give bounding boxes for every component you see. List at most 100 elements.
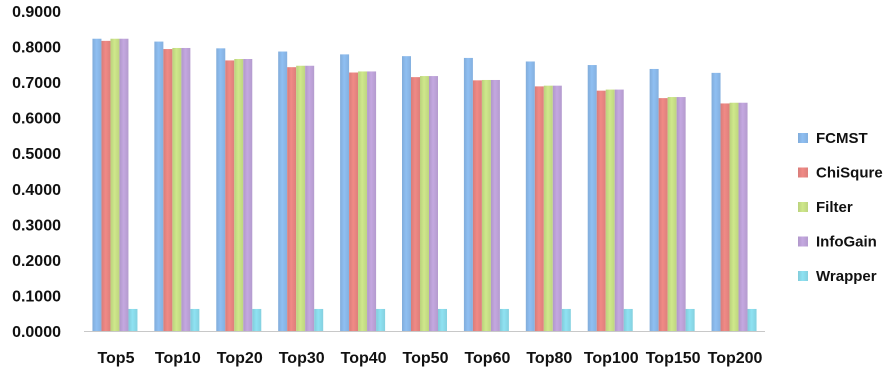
x-axis: Top5 Top10 Top20 Top30 Top40 Top50 Top60 Top80 T…	[97, 350, 762, 367]
bar-infogain	[429, 76, 438, 331]
bar-infogain	[676, 97, 686, 332]
y-tick-label: 0.9000	[12, 4, 61, 21]
bar-filter	[358, 71, 368, 331]
legend-label: ChiSqure	[816, 165, 883, 182]
bar-infogain	[243, 59, 253, 331]
bar-group	[525, 61, 571, 332]
legend-swatch	[798, 271, 808, 281]
y-tick-label: 0.2000	[12, 253, 61, 270]
bar-wrapper	[747, 308, 757, 331]
bar-infogain	[490, 79, 500, 331]
bars	[92, 38, 757, 332]
bar-group	[649, 68, 695, 332]
bar-infogain	[367, 71, 377, 331]
bar-chisqure	[472, 80, 482, 331]
x-tick-label: Top5	[97, 350, 134, 367]
legend-label: Wrapper	[816, 268, 877, 285]
bar-wrapper	[685, 308, 695, 331]
bar-chisqure	[534, 86, 544, 331]
x-tick-label: Top200	[708, 350, 763, 367]
bar-filter	[234, 59, 244, 331]
bar-group	[587, 65, 633, 332]
bar-chisqure	[411, 77, 420, 331]
bar-group	[402, 56, 447, 332]
bar-chisqure	[287, 67, 297, 331]
bar-chisqure	[720, 103, 730, 331]
bar-filter	[481, 79, 491, 331]
bar-chisqure	[596, 90, 606, 332]
bar-filter	[605, 89, 615, 331]
bar-filter	[543, 85, 553, 332]
bar-group	[463, 57, 509, 331]
y-tick-label: 0.0000	[12, 324, 61, 341]
y-tick-label: 0.1000	[12, 288, 61, 305]
x-tick-label: Top50	[403, 350, 449, 367]
bar-infogain	[738, 102, 748, 331]
bar-wrapper	[314, 308, 324, 331]
x-tick-label: Top10	[155, 350, 201, 367]
y-tick-label: 0.3000	[12, 217, 61, 234]
bar-fcmst	[402, 56, 411, 332]
bar-group	[154, 41, 200, 332]
bar-filter	[420, 76, 429, 331]
bar-wrapper	[438, 308, 447, 331]
x-tick-label: Top150	[646, 350, 701, 367]
legend-item: InfoGain	[798, 234, 877, 251]
bar-filter	[667, 97, 677, 332]
legend: FCMST ChiSqure Filter InfoGain Wrapper	[798, 130, 883, 285]
bar-wrapper	[252, 308, 262, 331]
x-tick-label: Top60	[464, 350, 510, 367]
bar-chisqure	[163, 49, 173, 332]
legend-item: FCMST	[798, 130, 868, 147]
y-tick-label: 0.6000	[12, 111, 61, 128]
bar-infogain	[552, 85, 562, 332]
y-tick-label: 0.8000	[12, 40, 61, 57]
bar-chisqure	[658, 98, 668, 331]
bar-wrapper	[499, 308, 509, 331]
bar-wrapper	[561, 308, 571, 331]
bar-fcmst	[649, 68, 659, 331]
bar-chisqure	[101, 40, 111, 331]
bar-filter	[296, 65, 306, 331]
legend-item: Wrapper	[798, 268, 877, 285]
bar-chisqure	[225, 60, 235, 332]
bar-wrapper	[376, 308, 386, 331]
bar-group	[340, 54, 386, 331]
bar-infogain	[305, 65, 315, 331]
bar-filter	[110, 38, 120, 331]
legend-swatch	[798, 236, 808, 247]
bar-chisqure	[349, 72, 359, 331]
x-tick-label: Top100	[584, 350, 639, 367]
bar-fcmst	[278, 51, 288, 332]
bar-wrapper	[128, 308, 138, 331]
y-tick-label: 0.5000	[12, 146, 61, 163]
legend-swatch	[798, 133, 808, 143]
bar-fcmst	[525, 61, 535, 331]
bar-fcmst	[711, 72, 721, 331]
bar-fcmst	[154, 41, 164, 331]
x-tick-label: Top80	[526, 350, 572, 367]
bar-wrapper	[190, 308, 200, 331]
x-tick-label: Top40	[341, 350, 387, 367]
bar-fcmst	[92, 38, 102, 331]
legend-swatch	[798, 202, 808, 212]
y-axis: 0.0000 0.1000 0.2000 0.3000 0.4000 0.5000 0.60…	[12, 4, 765, 341]
legend-item: Filter	[798, 199, 853, 216]
x-tick-label: Top30	[279, 350, 325, 367]
bar-wrapper	[623, 308, 633, 331]
bar-infogain	[614, 89, 624, 331]
legend-item: ChiSqure	[798, 165, 883, 182]
bar-fcmst	[587, 65, 597, 332]
bar-fcmst	[463, 57, 473, 331]
bar-group	[92, 38, 138, 331]
y-tick-label: 0.4000	[12, 182, 61, 199]
x-tick-label: Top20	[217, 350, 263, 367]
legend-label: InfoGain	[816, 234, 877, 251]
y-tick-label: 0.7000	[12, 75, 61, 92]
legend-swatch	[798, 167, 808, 178]
bar-group	[278, 51, 324, 332]
bar-infogain	[119, 38, 129, 331]
bar-fcmst	[340, 54, 350, 331]
bar-infogain	[181, 47, 191, 331]
bar-filter	[729, 102, 739, 331]
